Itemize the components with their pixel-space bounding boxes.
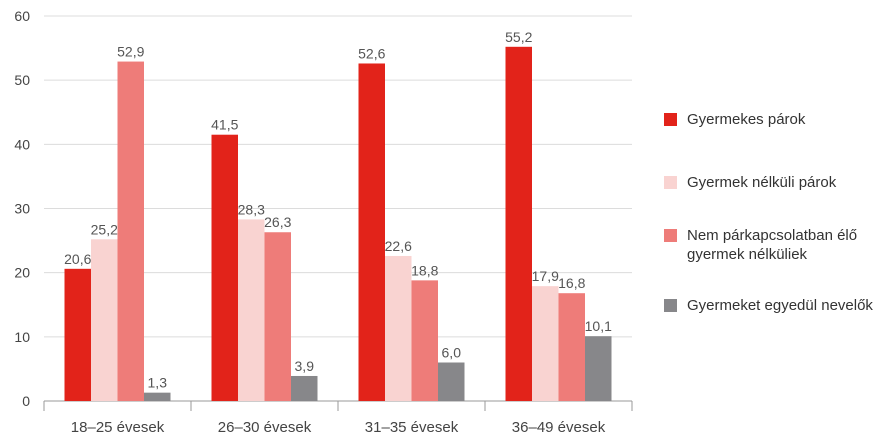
data-label: 18,8: [411, 262, 438, 278]
data-label: 41,5: [211, 117, 238, 133]
data-label: 3,9: [295, 358, 315, 374]
legend-item-gyermekes-parok: Gyermekes párok: [664, 110, 805, 129]
y-tick-label: 40: [14, 136, 30, 152]
y-axis-ticks: 0 10 20 30 40 50 60: [14, 8, 30, 409]
data-label: 22,6: [385, 238, 412, 254]
data-label: 55,2: [505, 29, 532, 45]
bar: [144, 392, 171, 401]
data-label: 1,3: [148, 375, 168, 391]
legend-label: Nem párkapcsolatban élő gyermek nélkülie…: [687, 227, 858, 263]
data-label: 52,6: [358, 45, 385, 61]
bar: [91, 239, 118, 401]
x-tick-label: 36–49 évesek: [512, 419, 606, 436]
data-labels: 20,625,2 52,9 1,3 41,5 28,326,3 3,9 52,6 22,6 18…: [64, 29, 612, 391]
legend-item-gyermek-nelkuli-parok: Gyermek nélküli párok: [664, 173, 836, 192]
bar: [505, 46, 532, 402]
legend-item-nem-parkapcsolatban: Nem párkapcsolatban élő gyermek nélkülie…: [664, 226, 857, 264]
bar: [438, 362, 465, 401]
legend-swatch: [664, 176, 677, 189]
data-label: 26,3: [264, 214, 291, 230]
bar-chart: 0 10 20 30 40 50 60 20,625,2 52,9 1,3 41,5 28,326,…: [14, 8, 633, 436]
bar: [385, 255, 412, 401]
y-tick-label: 30: [14, 201, 30, 217]
x-axis-categories: 18–25 évesek 26–30 évesek 31–35 évesek 36–4…: [71, 419, 606, 436]
y-tick-label: 50: [14, 72, 30, 88]
legend-swatch: [664, 229, 677, 242]
legend-swatch: [664, 299, 677, 312]
y-tick-label: 20: [14, 265, 30, 281]
legend-swatch: [664, 113, 677, 126]
data-label: 16,8: [558, 275, 585, 291]
bar: [64, 268, 91, 401]
y-tick-label: 60: [14, 8, 30, 24]
y-tick-label: 0: [22, 393, 30, 409]
bar: [117, 61, 144, 401]
bars: [64, 46, 612, 402]
bar: [291, 375, 318, 401]
bar: [558, 293, 585, 401]
legend-label: Gyermekes párok: [687, 111, 806, 128]
bar: [264, 232, 291, 401]
bar: [238, 219, 265, 401]
legend-item-gyermeket-egyedul-nevelok: Gyermeket egyedül nevelők: [664, 296, 873, 315]
data-label: 10,1: [585, 318, 612, 334]
data-label: 6,0: [442, 345, 462, 361]
bar: [585, 336, 612, 401]
data-label: 28,3: [238, 201, 265, 217]
data-label: 25,2: [91, 221, 118, 237]
bar: [358, 63, 385, 401]
x-tick-label: 18–25 évesek: [71, 419, 165, 436]
bar: [211, 134, 238, 402]
legend-label: Gyermeket egyedül nevelők: [687, 297, 873, 314]
x-tick-label: 26–30 évesek: [218, 419, 312, 436]
y-tick-label: 10: [14, 329, 30, 345]
x-tick-label: 31–35 évesek: [365, 419, 459, 436]
bar: [411, 280, 438, 401]
legend-label: Gyermek nélküli párok: [687, 174, 837, 191]
data-label: 17,9: [532, 268, 559, 284]
bar: [532, 286, 559, 401]
data-label: 52,9: [117, 44, 144, 60]
data-label: 20,6: [64, 251, 91, 267]
